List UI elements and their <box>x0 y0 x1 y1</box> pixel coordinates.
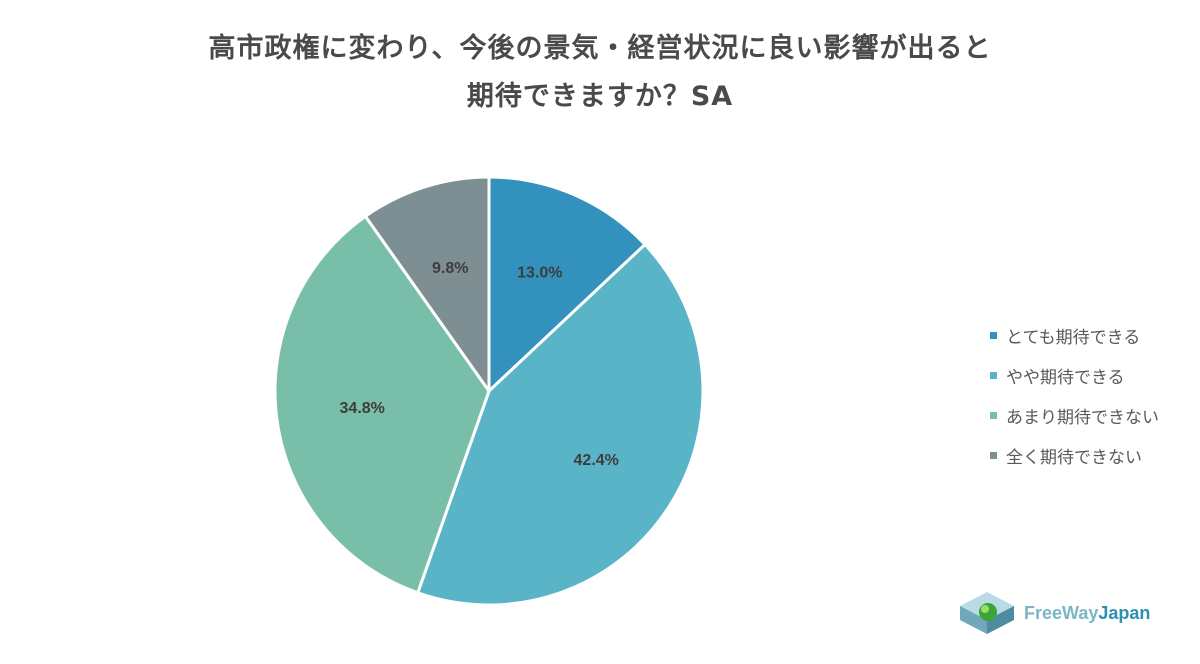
legend-label: やや期待できる <box>1006 367 1125 388</box>
legend-swatch <box>990 331 997 339</box>
legend-swatch <box>990 371 997 379</box>
pie-slice-1 <box>487 175 647 393</box>
slice-data-label-4: 9.8% <box>432 260 468 277</box>
legend-item: やや期待できる <box>990 364 1159 388</box>
chart-title-line-1: 高市政権に変わり、今後の景気・経営状況に良い影響が出ると <box>208 33 992 64</box>
freewayjapan-logo: FreeWayJapan <box>958 590 1150 636</box>
logo-cube-icon <box>960 592 1014 634</box>
slice-data-label-1: 13.0% <box>517 265 562 282</box>
logo-text: FreeWayJapan <box>1024 602 1151 623</box>
legend-label: あまり期待できない <box>1006 407 1159 428</box>
legend-item: 全く期待できない <box>990 444 1159 468</box>
legend-label: 全く期待できない <box>1006 447 1142 468</box>
legend-swatch <box>990 451 997 459</box>
legend: とても期待できる やや期待できる あまり期待できない 全く期待できない <box>990 324 1159 484</box>
slice-data-label-3: 34.8% <box>340 400 385 417</box>
pie-slice-3 <box>273 214 491 595</box>
legend-label: とても期待できる <box>1006 327 1141 348</box>
chart-title-line-2: 期待できますか？SA <box>466 81 734 112</box>
legend-item: とても期待できる <box>990 324 1159 348</box>
pie-slice-4 <box>363 175 491 393</box>
slice-data-label-2: 42.4% <box>574 452 619 469</box>
legend-swatch <box>990 411 997 419</box>
legend-item: あまり期待できない <box>990 404 1159 428</box>
pie-slice-2 <box>416 243 705 607</box>
